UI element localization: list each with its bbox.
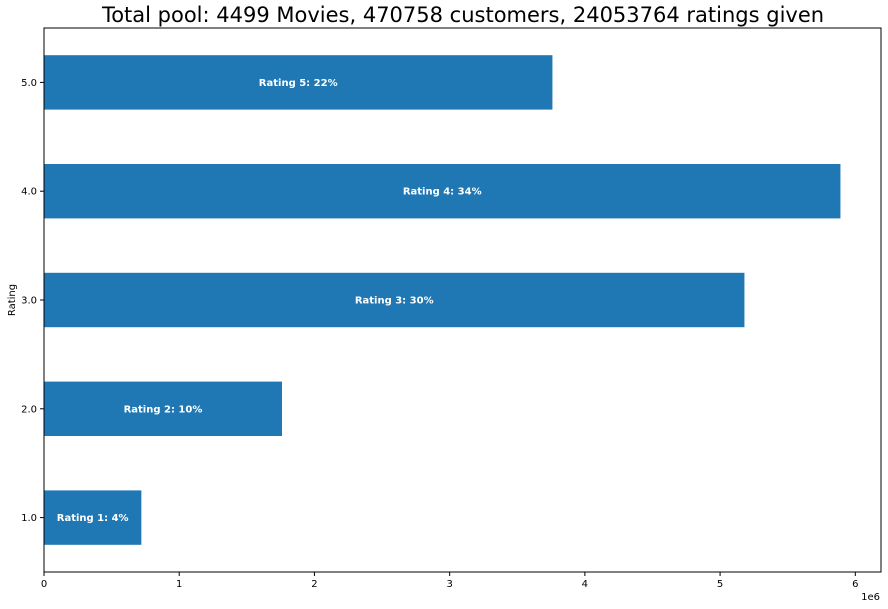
x-tick-label-1: 1 (176, 579, 182, 590)
bar-label-1: Rating 1: 4% (57, 513, 129, 524)
y-axis: 1.0 2.0 3.0 4.0 5.0 (21, 78, 44, 524)
y-tick-label-2: 2.0 (21, 404, 37, 415)
bar-labels-group: Rating 1: 4% Rating 2: 10% Rating 3: 30% Ra… (57, 78, 482, 524)
bar-label-5: Rating 5: 22% (259, 78, 338, 89)
x-tick-label-0: 0 (41, 579, 47, 590)
bars-group (44, 55, 841, 545)
y-axis-label: Rating (7, 284, 18, 316)
y-tick-label-4: 4.0 (21, 187, 37, 198)
y-tick-label-3: 3.0 (21, 296, 37, 307)
bar-4 (44, 164, 841, 219)
bar-1 (44, 490, 142, 545)
y-tick-label-5: 5.0 (21, 78, 37, 89)
chart-title: Total pool: 4499 Movies, 470758 customer… (101, 3, 824, 27)
x-tick-label-6: 6 (852, 579, 858, 590)
bar-2 (44, 381, 282, 436)
bar-label-2: Rating 2: 10% (124, 404, 203, 415)
x-tick-label-4: 4 (582, 579, 588, 590)
bar-label-4: Rating 4: 34% (403, 187, 482, 198)
bar-label-3: Rating 3: 30% (355, 296, 434, 307)
bar-5 (44, 55, 553, 110)
bar-3 (44, 272, 745, 328)
y-tick-label-1: 1.0 (21, 513, 37, 524)
x-axis-offset-label: 1e6 (861, 592, 880, 603)
x-tick-label-3: 3 (446, 579, 452, 590)
x-tick-label-5: 5 (717, 579, 723, 590)
x-axis: 0 1 2 3 4 5 6 (41, 572, 858, 590)
x-tick-label-2: 2 (311, 579, 317, 590)
